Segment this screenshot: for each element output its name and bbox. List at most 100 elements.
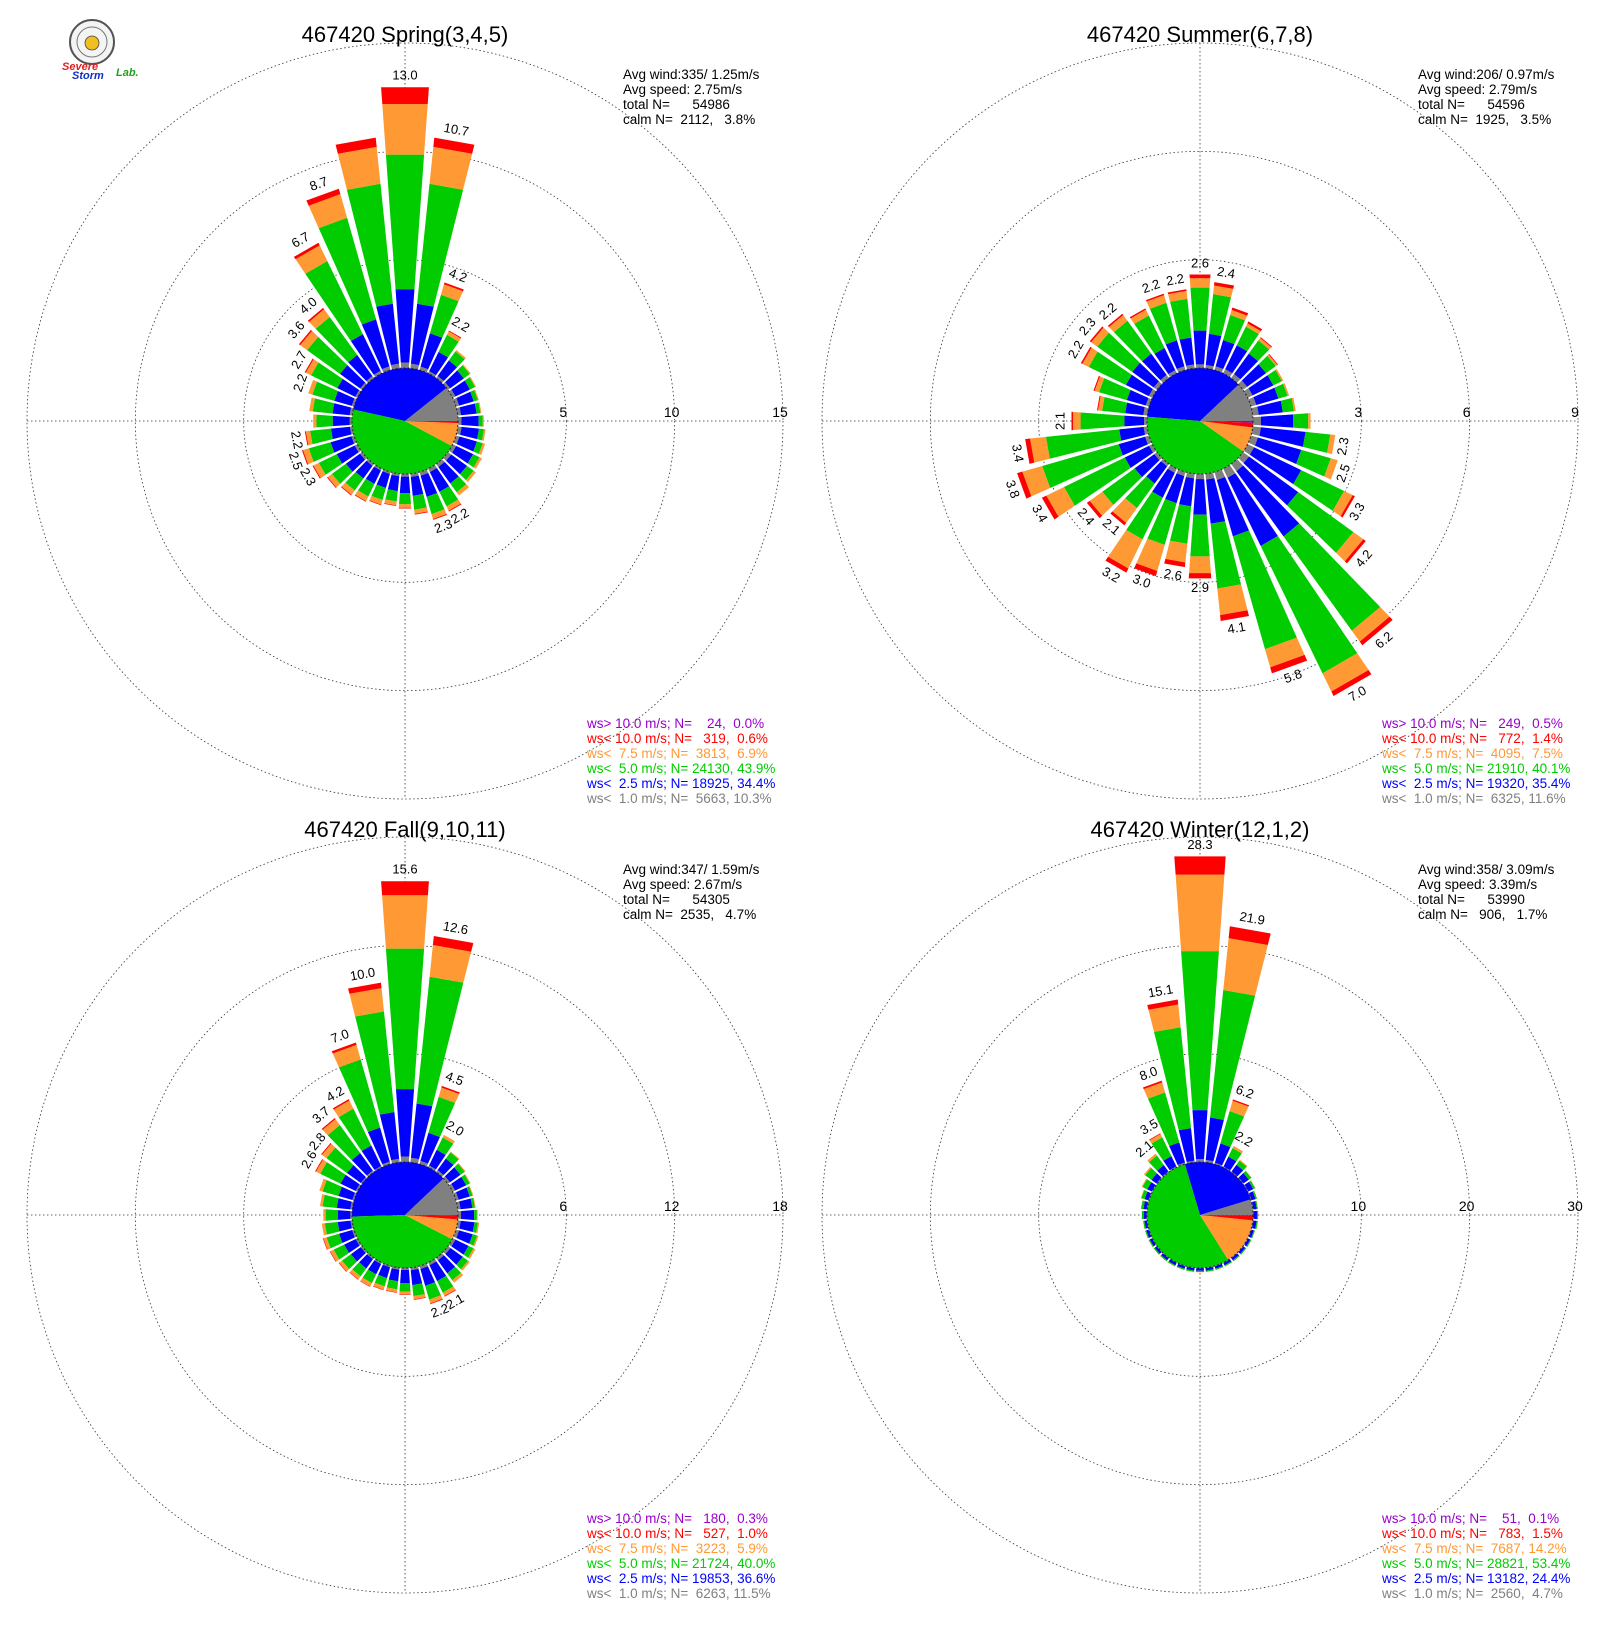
legend-entry: ws< 2.5 m/s; N= 18925, 34.4% [586, 776, 775, 791]
wind-bar-segment [1176, 875, 1225, 951]
legend-entry: ws> 10.0 m/s; N= 24, 0.0% [586, 716, 764, 731]
wind-bar-segment [1251, 426, 1261, 435]
ring-label: 15 [772, 404, 788, 420]
wind-bar-segment [313, 398, 335, 413]
bar-value-label: 2.7 [288, 348, 310, 371]
bar-value-label: 2.9 [1191, 580, 1209, 595]
stat-calm: calm N= 2112, 3.8% [623, 112, 755, 127]
bar-value-label: 5.8 [1282, 666, 1304, 686]
wind-bar-segment [1254, 1211, 1257, 1219]
wind-bar-segment [399, 508, 412, 509]
wind-bar-segment [333, 416, 350, 426]
legend-entry: ws< 2.5 m/s; N= 19853, 36.6% [586, 1571, 775, 1586]
stat-avg-wind: Avg wind:347/ 1.59m/s [623, 862, 760, 877]
wind-bar-segment [1196, 1271, 1204, 1272]
wind-bar-segment [386, 949, 424, 1089]
wind-bar-segment [399, 1294, 410, 1295]
bar-value-label: 2.2 [1165, 271, 1185, 289]
bar-value-label: 7.0 [329, 1026, 351, 1046]
stat-avg-speed: Avg speed: 2.79m/s [1418, 82, 1537, 97]
wind-bar-segment [399, 504, 411, 507]
wind-bar-segment [332, 403, 351, 415]
wind-bar-segment [401, 363, 409, 369]
wind-bar-segment [413, 494, 427, 510]
bar-value-label: 10.0 [349, 964, 377, 983]
panel-title: 467420 Fall(9,10,11) [304, 817, 505, 842]
bar-value-label: 2.6 [1191, 256, 1209, 271]
legend-entry: ws< 5.0 m/s; N= 21910, 40.1% [1381, 761, 1570, 776]
wind-bar-segment [1124, 416, 1144, 427]
stat-total: total N= 53990 [1418, 892, 1525, 907]
legend-entry: ws> 10.0 m/s; N= 51, 0.1% [1381, 1511, 1559, 1526]
legend-entry: ws< 7.5 m/s; N= 3223, 5.9% [586, 1541, 768, 1556]
wind-bar-segment [399, 1292, 410, 1295]
legend-entry: ws< 7.5 m/s; N= 4095, 7.5% [1381, 746, 1563, 761]
wind-bar-segment [1261, 414, 1293, 427]
stat-total: total N= 54305 [623, 892, 730, 907]
stat-calm: calm N= 906, 1.7% [1418, 907, 1547, 922]
legend-entry: ws> 10.0 m/s; N= 180, 0.3% [586, 1511, 768, 1526]
stat-total: total N= 54986 [623, 97, 730, 112]
ring-label: 18 [772, 1198, 788, 1214]
wind-bar-segment [1223, 938, 1268, 996]
bar-value-label: 4.5 [444, 1068, 466, 1088]
wind-bar-segment [1293, 413, 1308, 429]
wind-bar-segment [479, 415, 483, 426]
wind-bar-segment [1189, 573, 1212, 578]
bar-value-label: 4.2 [323, 1083, 346, 1105]
ring-label: 9 [1571, 404, 1579, 420]
ring-label: 10 [1351, 1198, 1367, 1214]
wind-bar-segment [323, 1209, 325, 1221]
stat-avg-speed: Avg speed: 3.39m/s [1418, 877, 1537, 892]
wind-bar-segment [1196, 1268, 1204, 1270]
legend-entry: ws< 10.0 m/s; N= 783, 1.5% [1381, 1526, 1563, 1541]
wind-bar-segment [1308, 413, 1310, 429]
wind-bar-segment [386, 155, 424, 290]
wind-bar-segment [460, 403, 477, 415]
legend-entry: ws< 5.0 m/s; N= 21724, 40.0% [586, 1556, 775, 1571]
wind-bar-segment [388, 475, 399, 491]
stat-avg-speed: Avg speed: 2.67m/s [623, 877, 742, 892]
wind-bar-segment [1081, 412, 1125, 429]
legend-entry: ws< 10.0 m/s; N= 319, 0.6% [586, 731, 768, 746]
wind-bar-segment [1281, 398, 1294, 412]
panel-title: 467420 Summer(6,7,8) [1087, 22, 1313, 47]
wind-bar-segment [1165, 541, 1187, 563]
wind-bar-segment [400, 1283, 411, 1292]
legend-entry: ws< 2.5 m/s; N= 13182, 24.4% [1381, 1571, 1570, 1586]
legend-entry: ws< 1.0 m/s; N= 6325, 11.6% [1381, 791, 1566, 806]
wind-bar-segment [326, 1209, 338, 1220]
wind-bar-segment [389, 1268, 400, 1281]
wind-bar-segment [1102, 397, 1127, 413]
wind-bar-segment [1073, 412, 1081, 430]
wind-bar-segment [323, 1195, 339, 1208]
legend-entry: ws< 1.0 m/s; N= 2560, 4.7% [1381, 1586, 1563, 1601]
wind-bar-segment [1072, 412, 1074, 430]
wind-bar-segment [1196, 474, 1204, 479]
wind-bar-segment [1192, 1110, 1207, 1159]
bar-value-label: 2.2 [1140, 276, 1162, 296]
wind-bar-segment [1142, 1211, 1144, 1219]
wind-bar-segment [338, 1210, 351, 1220]
wind-bar-segment [401, 1157, 409, 1163]
wind-bar-segment [338, 147, 381, 190]
wind-bar-segment [381, 881, 429, 895]
wind-bar-segment [316, 415, 332, 428]
wind-bar-segment [338, 1221, 352, 1232]
bar-value-label: 6.7 [289, 229, 312, 251]
ring-label: 3 [1354, 404, 1362, 420]
legend-entry: ws< 5.0 m/s; N= 28821, 53.4% [1381, 1556, 1570, 1571]
wind-bar-segment [1194, 331, 1207, 365]
bar-value-label: 2.4 [1216, 264, 1236, 282]
panel-title: 467420 Spring(3,4,5) [302, 22, 509, 47]
bar-value-label: 2.1 [1053, 412, 1068, 430]
ring-label: 30 [1567, 1198, 1583, 1214]
wind-bar-segment [1253, 417, 1261, 426]
legend-entry: ws< 5.0 m/s; N= 24130, 43.9% [586, 761, 775, 776]
wind-bar-segment [385, 489, 397, 501]
